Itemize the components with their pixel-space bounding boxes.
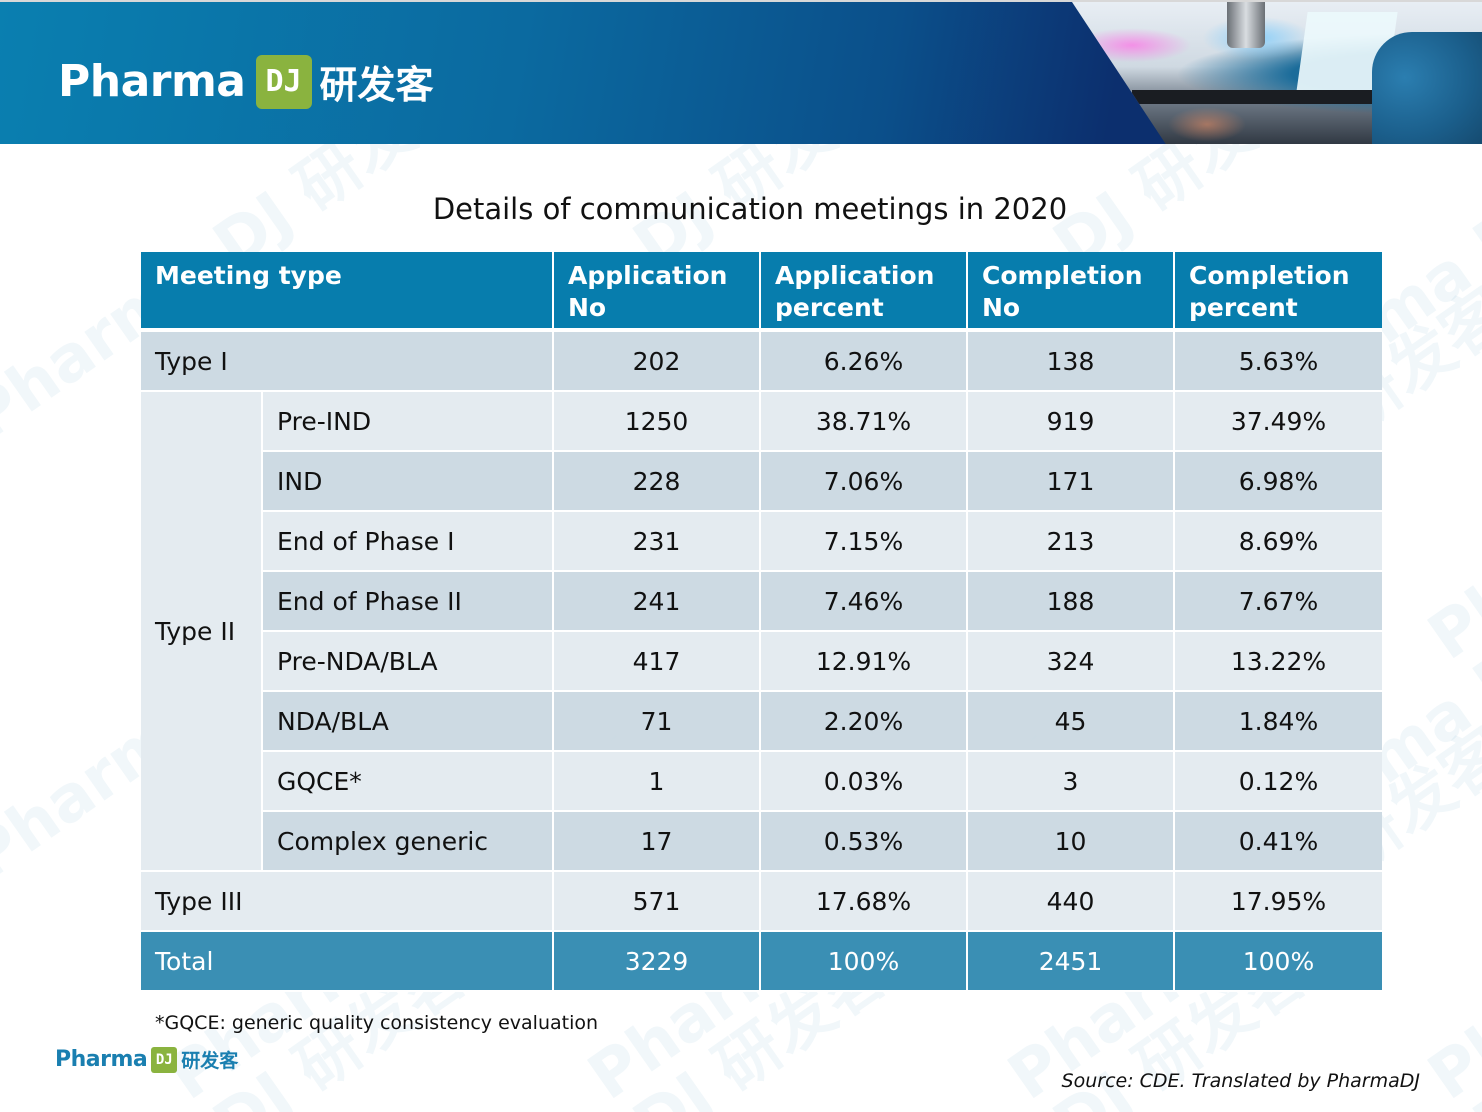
table-row-type-2-sub: IND 228 7.06% 171 6.98% (263, 452, 1382, 512)
cell-sub-type: Pre-NDA/BLA (263, 632, 554, 692)
type-2-group: Type II Pre-IND 1250 38.71% 919 37.49% IND 228… (141, 392, 1382, 872)
cell-application-no: 202 (554, 332, 761, 392)
header-completion-percent: Completion percent (1175, 252, 1382, 332)
brand-logo: Pharma DJ 研发客 (58, 54, 434, 109)
cell-total-application-percent: 100% (761, 932, 968, 992)
logo-chinese-text: 研发客 (319, 63, 434, 107)
microscope-stage-shape (1132, 90, 1392, 104)
cell-completion-no: 45 (968, 692, 1175, 752)
cell-type-2-label: Type II (141, 392, 263, 872)
cell-completion-percent: 5.63% (1175, 332, 1382, 392)
cell-completion-percent: 6.98% (1175, 452, 1382, 512)
header-banner: Pharma DJ 研发客 (0, 0, 1482, 144)
cell-application-no: 417 (554, 632, 761, 692)
type-2-subrows: Pre-IND 1250 38.71% 919 37.49% IND 228 7.06% 171… (263, 392, 1382, 872)
cell-sub-type: NDA/BLA (263, 692, 554, 752)
cell-meeting-type: Type III (141, 872, 554, 932)
cell-application-percent: 7.15% (761, 512, 968, 572)
cell-application-percent: 2.20% (761, 692, 968, 752)
logo-wordmark: Pharma (55, 1047, 148, 1072)
table-row-type-2-sub: Complex generic 17 0.53% 10 0.41% (263, 812, 1382, 872)
cell-completion-percent: 37.49% (1175, 392, 1382, 452)
microscope-lens-shape (1227, 2, 1265, 48)
cell-completion-no: 213 (968, 512, 1175, 572)
cell-application-no: 17 (554, 812, 761, 872)
cell-completion-no: 919 (968, 392, 1175, 452)
cell-completion-no: 10 (968, 812, 1175, 872)
cell-application-no: 241 (554, 572, 761, 632)
meetings-table: Meeting type Application No Application … (141, 252, 1382, 992)
table-row-type-2-sub: NDA/BLA 71 2.20% 45 1.84% (263, 692, 1382, 752)
cell-total-label: Total (141, 932, 554, 992)
dj-badge-icon: DJ (255, 54, 312, 109)
cell-total-completion-no: 2451 (968, 932, 1175, 992)
cell-application-percent: 7.46% (761, 572, 968, 632)
table-row-type-2-sub: End of Phase II 241 7.46% 188 7.67% (263, 572, 1382, 632)
cell-completion-no: 171 (968, 452, 1175, 512)
cell-completion-percent: 1.84% (1175, 692, 1382, 752)
microscope-photo (1072, 2, 1482, 144)
table-row-type-1: Type I 202 6.26% 138 5.63% (141, 332, 1382, 392)
table-header-row: Meeting type Application No Application … (141, 252, 1382, 332)
cell-application-no: 1 (554, 752, 761, 812)
watermark-text: Pharma DJ 研发客 (1415, 275, 1482, 675)
dj-badge-icon: DJ (151, 1046, 178, 1073)
cell-completion-percent: 7.67% (1175, 572, 1382, 632)
cell-application-no: 1250 (554, 392, 761, 452)
logo-chinese-text: 研发客 (181, 1050, 239, 1072)
cell-completion-no: 3 (968, 752, 1175, 812)
cell-application-no: 228 (554, 452, 761, 512)
cell-sub-type: End of Phase I (263, 512, 554, 572)
cell-completion-percent: 0.41% (1175, 812, 1382, 872)
cell-completion-percent: 17.95% (1175, 872, 1382, 932)
cell-completion-percent: 8.69% (1175, 512, 1382, 572)
table-row-type-2-sub: Pre-IND 1250 38.71% 919 37.49% (263, 392, 1382, 452)
table-row-total: Total 3229 100% 2451 100% (141, 932, 1382, 992)
cell-application-no: 231 (554, 512, 761, 572)
cell-application-percent: 7.06% (761, 452, 968, 512)
table-row-type-2-sub: Pre-NDA/BLA 417 12.91% 324 13.22% (263, 632, 1382, 692)
cell-sub-type: GQCE* (263, 752, 554, 812)
cell-application-percent: 6.26% (761, 332, 968, 392)
cell-sub-type: IND (263, 452, 554, 512)
watermark-text: Pharma DJ 研发客 (1415, 715, 1482, 1112)
cell-sub-type: End of Phase II (263, 572, 554, 632)
gloved-hand-shape (1372, 32, 1482, 144)
footer-brand-logo: Pharma DJ 研发客 (55, 1046, 238, 1073)
footnote: *GQCE: generic quality consistency evalu… (155, 1012, 599, 1034)
cell-completion-no: 138 (968, 332, 1175, 392)
table-row-type-3: Type III 571 17.68% 440 17.95% (141, 872, 1382, 932)
logo-wordmark: Pharma (58, 56, 246, 107)
cell-total-application-no: 3229 (554, 932, 761, 992)
cell-completion-percent: 0.12% (1175, 752, 1382, 812)
source-credit: Source: CDE. Translated by PharmaDJ (1061, 1070, 1420, 1092)
cell-application-percent: 0.53% (761, 812, 968, 872)
cell-completion-percent: 13.22% (1175, 632, 1382, 692)
cell-total-completion-percent: 100% (1175, 932, 1382, 992)
cell-application-no: 571 (554, 872, 761, 932)
cell-completion-no: 324 (968, 632, 1175, 692)
cell-application-percent: 38.71% (761, 392, 968, 452)
table-row-type-2-sub: End of Phase I 231 7.15% 213 8.69% (263, 512, 1382, 572)
cell-application-percent: 0.03% (761, 752, 968, 812)
cell-completion-no: 440 (968, 872, 1175, 932)
header-meeting-type: Meeting type (141, 252, 554, 332)
cell-sub-type: Pre-IND (263, 392, 554, 452)
cell-completion-no: 188 (968, 572, 1175, 632)
table-row-type-2-sub: GQCE* 1 0.03% 3 0.12% (263, 752, 1382, 812)
cell-application-percent: 17.68% (761, 872, 968, 932)
cell-meeting-type: Type I (141, 332, 554, 392)
header-application-no: Application No (554, 252, 761, 332)
cell-application-percent: 12.91% (761, 632, 968, 692)
cell-application-no: 71 (554, 692, 761, 752)
header-completion-no: Completion No (968, 252, 1175, 332)
page-title: Details of communication meetings in 202… (432, 192, 1068, 226)
cell-sub-type: Complex generic (263, 812, 554, 872)
header-application-percent: Application percent (761, 252, 968, 332)
